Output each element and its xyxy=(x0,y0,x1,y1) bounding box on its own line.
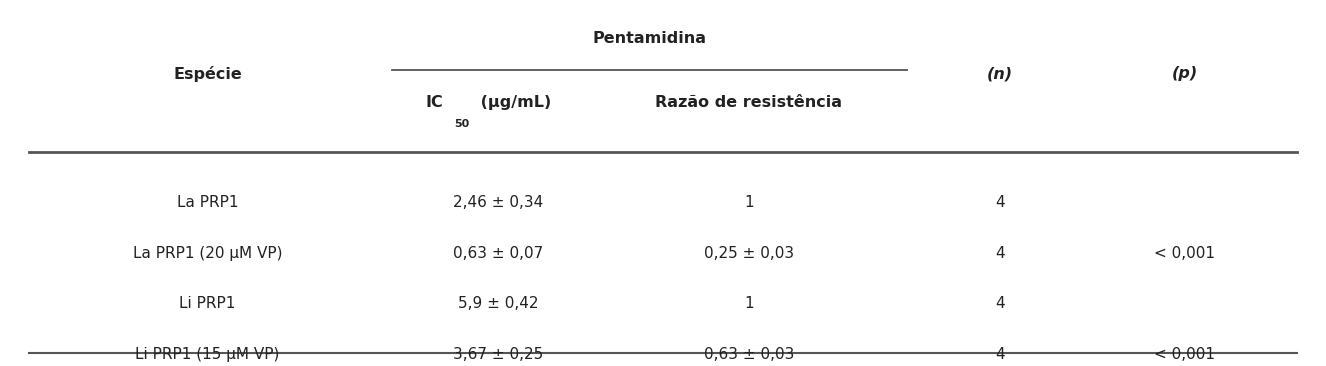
Text: La PRP1: La PRP1 xyxy=(176,194,239,209)
Text: 1: 1 xyxy=(744,296,753,311)
Text: 4: 4 xyxy=(994,194,1005,209)
Text: 4: 4 xyxy=(994,296,1005,311)
Text: Pentamidina: Pentamidina xyxy=(593,31,707,46)
Text: IC: IC xyxy=(426,95,443,110)
Text: Razão de resistência: Razão de resistência xyxy=(655,95,842,110)
Text: 0,63 ± 0,03: 0,63 ± 0,03 xyxy=(704,347,794,362)
Text: 0,63 ± 0,07: 0,63 ± 0,07 xyxy=(452,246,544,261)
Text: Li PRP1: Li PRP1 xyxy=(179,296,236,311)
Text: La PRP1 (20 μM VP): La PRP1 (20 μM VP) xyxy=(133,246,282,261)
Text: 4: 4 xyxy=(994,246,1005,261)
Text: (μg/mL): (μg/mL) xyxy=(476,95,552,110)
Text: (p): (p) xyxy=(1171,67,1197,81)
Text: 4: 4 xyxy=(994,347,1005,362)
Text: (n): (n) xyxy=(987,67,1013,81)
Text: 0,25 ± 0,03: 0,25 ± 0,03 xyxy=(704,246,794,261)
Text: 5,9 ± 0,42: 5,9 ± 0,42 xyxy=(457,296,538,311)
Text: 1: 1 xyxy=(744,194,753,209)
Text: 50: 50 xyxy=(455,119,469,129)
Text: < 0,001: < 0,001 xyxy=(1154,347,1215,362)
Text: 3,67 ± 0,25: 3,67 ± 0,25 xyxy=(452,347,544,362)
Text: Espécie: Espécie xyxy=(174,66,241,82)
Text: < 0,001: < 0,001 xyxy=(1154,246,1215,261)
Text: 2,46 ± 0,34: 2,46 ± 0,34 xyxy=(452,194,544,209)
Text: Li PRP1 (15 μM VP): Li PRP1 (15 μM VP) xyxy=(135,347,280,362)
